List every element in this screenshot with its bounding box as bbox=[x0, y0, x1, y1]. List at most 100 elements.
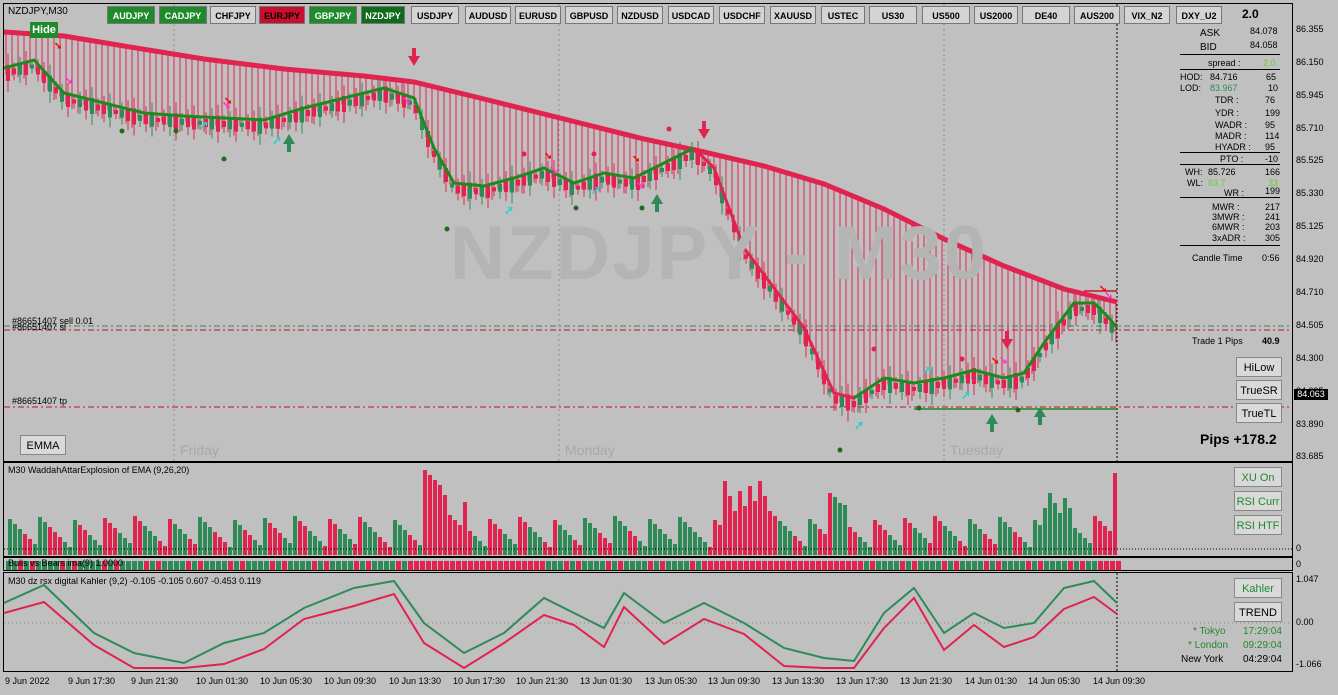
bid-label: BID bbox=[1200, 42, 1217, 53]
bulls-bears-cell bbox=[852, 561, 857, 570]
price-tick: 83.890 bbox=[1296, 419, 1324, 429]
hide-button[interactable]: Hide bbox=[30, 22, 58, 38]
kahler-button[interactable]: Kahler bbox=[1234, 578, 1282, 598]
bulls-bears-cell bbox=[12, 561, 17, 570]
symbol-button-us2000[interactable]: US2000 bbox=[974, 6, 1018, 24]
bulls-bears-cell bbox=[480, 561, 485, 570]
candle-body bbox=[588, 177, 592, 190]
waddah-bar bbox=[53, 532, 57, 555]
bulls-bears-cell bbox=[414, 561, 419, 570]
waddah-bar bbox=[168, 519, 172, 555]
waddah-bar bbox=[1058, 513, 1062, 555]
bulls-bears-cell bbox=[582, 561, 587, 570]
waddah-bar bbox=[178, 529, 182, 555]
spread-value: 2.0 bbox=[1263, 58, 1276, 68]
waddah-bar bbox=[623, 526, 627, 555]
time-tick: 9 Jun 21:30 bbox=[131, 676, 179, 686]
waddah-pane[interactable] bbox=[3, 462, 1293, 557]
waddah-bar bbox=[523, 522, 527, 555]
candle-body bbox=[396, 93, 400, 104]
candle-body bbox=[222, 121, 226, 127]
symbol-button-chfjpy[interactable]: CHFJPY bbox=[210, 6, 256, 24]
symbol-button-usdchf[interactable]: USDCHF bbox=[719, 6, 765, 24]
waddah-bar bbox=[378, 537, 382, 555]
symbol-button-vix_n2[interactable]: VIX_N2 bbox=[1124, 6, 1170, 24]
waddah-bar bbox=[658, 529, 662, 555]
symbol-button-ustec[interactable]: USTEC bbox=[821, 6, 865, 24]
pto-label: PTO : bbox=[1220, 154, 1244, 164]
red-arrow: ➘ bbox=[54, 41, 62, 52]
bulls-bears-cell bbox=[954, 561, 959, 570]
bulls-bears-pane[interactable] bbox=[3, 557, 1293, 571]
main-chart-pane[interactable]: ➚ ➚ ➚ ➚ ➚ ➚ ➚ ➘ ➘ ➘ ➘ ➘ ➘ ➘ ➘ ➘ ➘ ➘ ➘ ➘ bbox=[3, 3, 1293, 462]
symbol-button-dxy_u2[interactable]: DXY_U2 bbox=[1176, 6, 1222, 24]
candle-body bbox=[150, 112, 154, 127]
price-tick: 84.505 bbox=[1296, 320, 1324, 330]
bulls-bears-cell bbox=[978, 561, 983, 570]
waddah-bar bbox=[743, 506, 747, 555]
emma-button[interactable]: EMMA bbox=[20, 435, 66, 455]
bulls-bears-cell bbox=[918, 561, 923, 570]
symbol-button-usdjpy[interactable]: USDJPY bbox=[411, 6, 459, 24]
waddah-bar bbox=[538, 537, 542, 555]
bulls-bears-cell bbox=[678, 561, 683, 570]
truetl-button[interactable]: TrueTL bbox=[1236, 403, 1282, 423]
xu-on-button[interactable]: XU On bbox=[1234, 467, 1282, 487]
symbol-button-audusd[interactable]: AUDUSD bbox=[465, 6, 511, 24]
symbol-button-gbpjpy[interactable]: GBPJPY bbox=[309, 6, 357, 24]
symbol-button-audjpy[interactable]: AUDJPY bbox=[107, 6, 155, 24]
symbol-button-aus200[interactable]: AUS200 bbox=[1074, 6, 1120, 24]
symbol-button-cadjpy[interactable]: CADJPY bbox=[159, 6, 207, 24]
symbol-button-gbpusd[interactable]: GBPUSD bbox=[565, 6, 613, 24]
rsi-htf-button[interactable]: RSI HTF bbox=[1234, 515, 1282, 535]
bulls-bears-cell bbox=[1044, 561, 1049, 570]
stat-value: 199 bbox=[1265, 108, 1281, 118]
truesr-button[interactable]: TrueSR bbox=[1236, 380, 1282, 400]
pivot-dot bbox=[573, 205, 579, 211]
waddah-bar bbox=[208, 527, 212, 555]
waddah-bar bbox=[268, 523, 272, 555]
candle-body bbox=[594, 173, 598, 190]
bulls-bears-cell bbox=[24, 561, 29, 570]
symbol-button-us500[interactable]: US500 bbox=[922, 6, 970, 24]
symbol-button-eurjpy[interactable]: EURJPY bbox=[259, 6, 305, 24]
bulls-bears-cell bbox=[882, 561, 887, 570]
day-label-tuesday: Tuesday bbox=[950, 442, 1004, 458]
bulls-bears-cell bbox=[660, 561, 665, 570]
price-tick: 84.710 bbox=[1296, 287, 1324, 297]
candle-body bbox=[516, 179, 520, 186]
waddah-bar bbox=[503, 534, 507, 555]
waddah-bar bbox=[798, 541, 802, 555]
candle-body bbox=[300, 106, 304, 123]
waddah-bar bbox=[1033, 520, 1037, 555]
rsi-curr-button[interactable]: RSI Curr bbox=[1234, 491, 1282, 511]
time-tick: 13 Jun 09:30 bbox=[708, 676, 761, 686]
symbol-button-eurusd[interactable]: EURUSD bbox=[515, 6, 561, 24]
bulls-bears-cell bbox=[618, 561, 623, 570]
candle-body bbox=[636, 174, 640, 190]
bulls-bears-cell bbox=[870, 561, 875, 570]
symbol-button-de40[interactable]: DE40 bbox=[1022, 6, 1070, 24]
symbol-button-nzdusd[interactable]: NZDUSD bbox=[617, 6, 663, 24]
bulls-bears-cell bbox=[84, 561, 89, 570]
waddah-bar bbox=[173, 524, 177, 555]
hilow-button[interactable]: HiLow bbox=[1236, 357, 1282, 377]
bulls-bears-cell bbox=[294, 561, 299, 570]
symbol-button-usdcad[interactable]: USDCAD bbox=[668, 6, 714, 24]
candle-body bbox=[480, 186, 484, 197]
bulls-bears-cell bbox=[906, 561, 911, 570]
info-divider bbox=[1180, 164, 1280, 165]
waddah-bar bbox=[133, 516, 137, 555]
candle-body bbox=[102, 104, 106, 114]
rsx-pane[interactable] bbox=[3, 572, 1293, 672]
symbol-button-nzdjpy[interactable]: NZDJPY bbox=[361, 6, 405, 24]
candle-body bbox=[24, 61, 28, 76]
waddah-bar bbox=[328, 519, 332, 555]
sell-arrow bbox=[698, 121, 710, 139]
waddah-bar bbox=[553, 520, 557, 555]
symbol-button-xauusd[interactable]: XAUUSD bbox=[770, 6, 816, 24]
symbol-button-us30[interactable]: US30 bbox=[869, 6, 917, 24]
waddah-bar bbox=[943, 526, 947, 555]
stat-label: MADR : bbox=[1215, 131, 1247, 141]
trend-button[interactable]: TREND bbox=[1234, 602, 1282, 622]
